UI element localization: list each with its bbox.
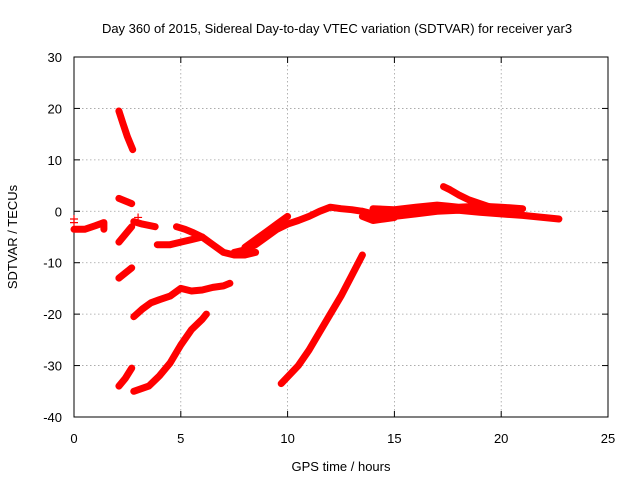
series-track-late-band-upper [369, 201, 527, 214]
series-track-short-plus2 [115, 194, 136, 208]
y-axis-label: SDTVAR / TECUs [5, 184, 20, 289]
series-track-main-early [70, 219, 108, 233]
axis-ticks: 0 5 10 15 20 25 -40 -30 -20 -10 0 10 20 30 [43, 50, 615, 446]
series-track-mid-arc [130, 218, 159, 231]
y-tick-label: 0 [55, 204, 62, 219]
series-track-upper-rise [241, 212, 292, 251]
plus-marker [70, 218, 78, 227]
grid-lines [74, 57, 608, 417]
series-track-peak-17 [440, 183, 494, 211]
x-tick-label: 5 [177, 431, 184, 446]
x-tick-label: 15 [387, 431, 401, 446]
y-tick-label: -40 [43, 410, 62, 425]
y-tick-label: 30 [48, 50, 62, 65]
plus-marker [134, 213, 143, 222]
series-track-minus35-rise [130, 310, 210, 395]
y-tick-label: -20 [43, 307, 62, 322]
y-tick-label: -10 [43, 256, 62, 271]
y-tick-label: 20 [48, 101, 62, 116]
series-track-minus20-band [130, 279, 234, 321]
series-track-central [153, 233, 206, 249]
series-track-minus33-short [115, 364, 136, 390]
x-tick-label: 10 [280, 431, 294, 446]
data-series [70, 107, 563, 395]
plot-frame [73, 56, 609, 418]
y-tick-label: -30 [43, 359, 62, 374]
series-track-rise-to-zero [230, 203, 366, 256]
series-track-steep-descent-top [115, 107, 137, 154]
chart-title: Day 360 of 2015, Sidereal Day-to-day VTE… [102, 21, 572, 36]
y-tick-label: 10 [48, 153, 62, 168]
series-track-late-band-lower [358, 212, 398, 224]
series-track-short-low [115, 223, 136, 246]
x-tick-label: 20 [494, 431, 508, 446]
x-axis-label: GPS time / hours [292, 459, 391, 474]
x-tick-label: 25 [601, 431, 615, 446]
series-track-long-rise [277, 251, 366, 388]
series-track-short-minus13 [115, 264, 136, 282]
series-track-bump [173, 223, 260, 259]
x-tick-label: 0 [70, 431, 77, 446]
